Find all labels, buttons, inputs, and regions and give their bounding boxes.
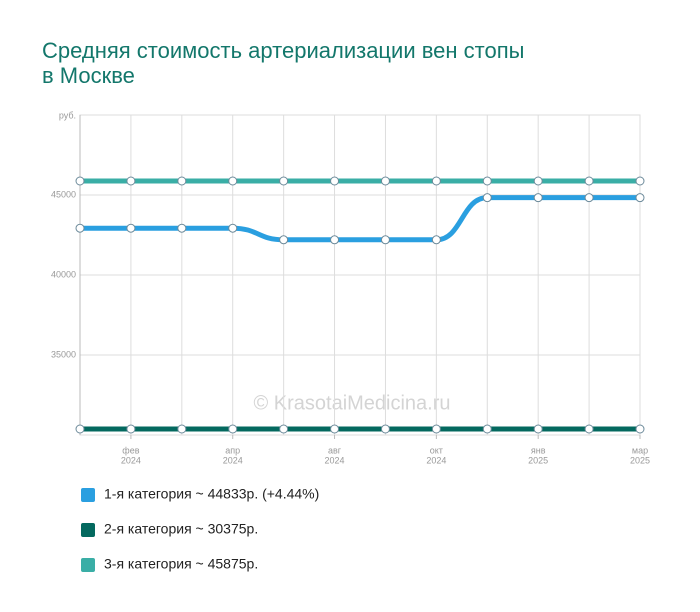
- data-point: [75, 424, 85, 434]
- data-point: [177, 176, 187, 186]
- data-point: [431, 235, 441, 245]
- data-point: [533, 176, 543, 186]
- data-point: [533, 193, 543, 203]
- x-tick-label: авг: [328, 445, 342, 455]
- data-point: [126, 223, 136, 233]
- data-point: [228, 223, 238, 233]
- data-point: [177, 424, 187, 434]
- data-point: [380, 235, 390, 245]
- x-tick-year: 2024: [426, 455, 446, 465]
- data-point: [228, 176, 238, 186]
- x-tick-label: апр: [225, 445, 240, 455]
- data-point: [126, 424, 136, 434]
- y-unit: руб.: [59, 110, 76, 120]
- legend-swatch: [81, 488, 95, 502]
- legend-label: 3-я категория ~ 45875р.: [104, 556, 258, 572]
- data-point: [380, 176, 390, 186]
- data-point: [533, 424, 543, 434]
- data-point: [431, 424, 441, 434]
- data-point: [279, 235, 289, 245]
- x-tick-year: 2025: [630, 455, 650, 465]
- data-point: [177, 223, 187, 233]
- data-point: [75, 223, 85, 233]
- data-point: [228, 424, 238, 434]
- data-point: [584, 424, 594, 434]
- x-tick-label: мар: [632, 445, 648, 455]
- legend-label: 2-я категория ~ 30375р.: [104, 521, 258, 537]
- data-point: [330, 424, 340, 434]
- legend-swatch: [81, 558, 95, 572]
- data-point: [75, 176, 85, 186]
- data-point: [279, 424, 289, 434]
- data-point: [482, 424, 492, 434]
- x-tick-year: 2024: [223, 455, 243, 465]
- legend-swatch: [81, 523, 95, 537]
- series-line: [80, 195, 640, 243]
- data-point: [635, 193, 645, 203]
- y-tick-label: 40000: [51, 269, 76, 279]
- x-tick-label: окт: [430, 445, 443, 455]
- data-point: [431, 176, 441, 186]
- x-tick-year: 2024: [121, 455, 141, 465]
- data-point: [380, 424, 390, 434]
- y-tick-label: 35000: [51, 349, 76, 359]
- x-tick-label: янв: [531, 445, 546, 455]
- x-tick-year: 2024: [325, 455, 345, 465]
- data-point: [635, 176, 645, 186]
- x-tick-year: 2025: [528, 455, 548, 465]
- data-point: [126, 176, 136, 186]
- legend-label: 1-я категория ~ 44833р. (+4.44%): [104, 486, 319, 502]
- data-point: [584, 176, 594, 186]
- data-point: [330, 235, 340, 245]
- data-point: [482, 176, 492, 186]
- data-point: [482, 193, 492, 203]
- chart-title: в Москве: [42, 63, 135, 88]
- y-tick-label: 45000: [51, 189, 76, 199]
- data-point: [635, 424, 645, 434]
- x-tick-label: фев: [122, 445, 139, 455]
- data-point: [279, 176, 289, 186]
- watermark: © KrasotaiMedicina.ru: [253, 392, 450, 414]
- data-point: [584, 193, 594, 203]
- chart-title: Средняя стоимость артериализации вен сто…: [42, 38, 524, 63]
- data-point: [330, 176, 340, 186]
